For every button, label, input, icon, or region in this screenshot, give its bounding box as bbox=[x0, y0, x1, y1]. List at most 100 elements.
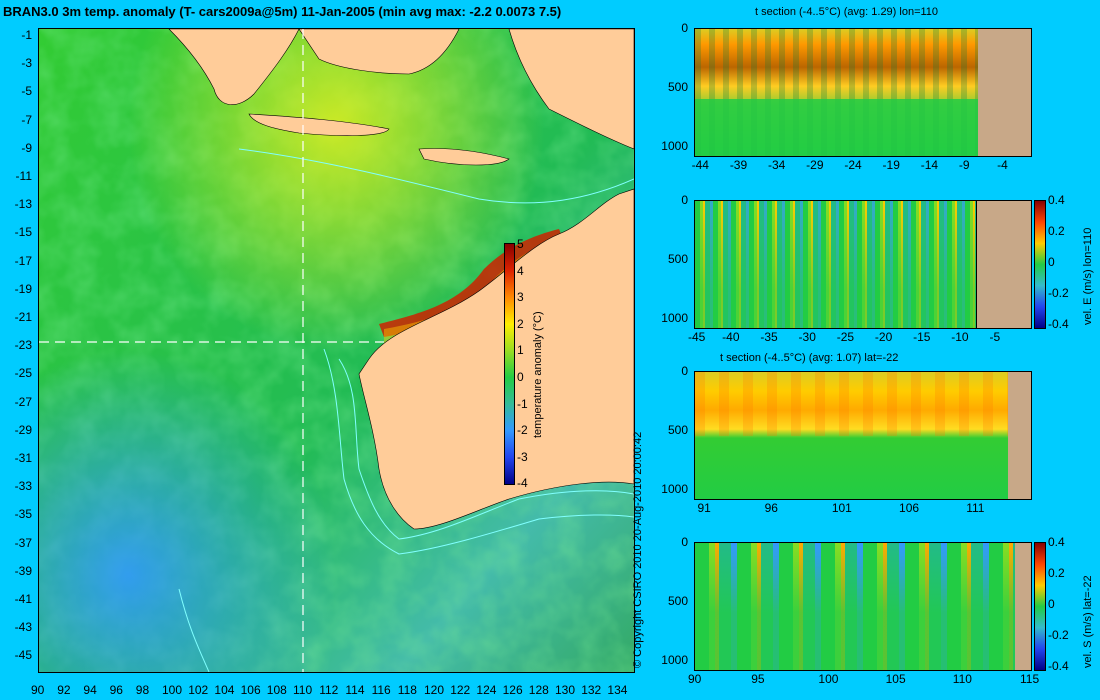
section-y-tick-label: 0 bbox=[681, 21, 688, 35]
section-y-tick-label: 500 bbox=[667, 252, 688, 267]
java-land bbox=[248, 113, 390, 136]
section-colorbar-tick-label: 0.2 bbox=[1048, 565, 1065, 580]
section-x-tick-label: -39 bbox=[729, 158, 748, 172]
australia-land bbox=[358, 188, 634, 530]
map-x-tick-label: 130 bbox=[555, 683, 576, 697]
section-x-tick-label: 91 bbox=[697, 501, 711, 515]
section-y-tick-label: 0 bbox=[681, 535, 688, 549]
map-x-tick-label: 90 bbox=[31, 683, 45, 697]
section-land bbox=[1015, 543, 1031, 670]
map-x-tick-label: 110 bbox=[293, 683, 313, 697]
map-colorbar bbox=[504, 243, 515, 485]
map-x-tick-label: 132 bbox=[581, 683, 602, 697]
section-y-tick-label: 500 bbox=[667, 594, 688, 609]
map-x-tick-label: 134 bbox=[607, 683, 628, 697]
map-x-tick-label: 122 bbox=[450, 683, 471, 697]
section-x-tick-label: -10 bbox=[951, 330, 969, 344]
vel-s-colorbar-label: vel. S (m/s) lat=-22 bbox=[1082, 575, 1094, 668]
map-y-tick-label: -43 bbox=[14, 620, 32, 635]
map-y-tick-label: -33 bbox=[14, 479, 32, 494]
map-y-tick-label: -27 bbox=[14, 394, 32, 409]
map-x-tick-label: 96 bbox=[109, 683, 123, 697]
map-y-tick-label: -45 bbox=[14, 648, 32, 663]
section-x-tick-label: 101 bbox=[831, 501, 852, 515]
section-y-tick-label: 500 bbox=[667, 80, 688, 95]
section-x-tick-label: -9 bbox=[958, 158, 970, 172]
section-colorbar-tick-label: 0 bbox=[1048, 596, 1055, 611]
map-svg bbox=[39, 29, 634, 672]
section-x-tick-label: -44 bbox=[691, 158, 709, 172]
t-section-lat22-panel[interactable] bbox=[694, 371, 1032, 500]
contour-line bbox=[178, 588, 210, 672]
section-y-tick-label: 1000 bbox=[661, 482, 688, 497]
map-colorbar-tick-label: 0 bbox=[517, 370, 524, 384]
map-y-tick-label: -39 bbox=[14, 563, 32, 578]
section-x-tick-label: -24 bbox=[844, 158, 862, 172]
vel-s-section-panel[interactable] bbox=[694, 542, 1032, 671]
vel-s-colorbar bbox=[1034, 542, 1046, 671]
section-colorbar-tick-label: 0 bbox=[1048, 254, 1055, 269]
section-y-tick-label: 500 bbox=[667, 423, 688, 438]
section-x-tick-label: 90 bbox=[688, 672, 702, 686]
map-y-tick-label: -35 bbox=[14, 507, 32, 522]
section-x-tick-label: 95 bbox=[751, 672, 765, 686]
temperature-anomaly-map[interactable] bbox=[38, 28, 635, 673]
section-x-tick-label: -14 bbox=[920, 158, 939, 172]
map-x-tick-label: 118 bbox=[397, 683, 417, 697]
section-x-tick-label: -15 bbox=[913, 330, 931, 344]
map-y-tick-label: -19 bbox=[14, 281, 32, 296]
section-x-tick-label: -35 bbox=[760, 330, 778, 344]
section-x-tick-label: 106 bbox=[899, 501, 920, 515]
map-colorbar-tick-label: -2 bbox=[517, 423, 528, 438]
map-x-tick-label: 128 bbox=[528, 683, 549, 697]
section-x-tick-label: -5 bbox=[989, 330, 1001, 344]
section-x-tick-label: 105 bbox=[885, 672, 906, 686]
map-y-tick-label: -13 bbox=[14, 197, 32, 212]
section-x-tick-label: -29 bbox=[806, 158, 824, 172]
section-x-tick-label: -20 bbox=[874, 330, 893, 344]
section-land bbox=[1008, 372, 1031, 499]
section-colorbar-tick-label: 0.2 bbox=[1048, 223, 1065, 238]
map-colorbar-tick-label: 5 bbox=[517, 237, 524, 251]
map-colorbar-tick-label: -1 bbox=[517, 396, 528, 411]
section-x-tick-label: 115 bbox=[1020, 672, 1040, 686]
map-y-tick-label: -3 bbox=[21, 56, 32, 71]
map-x-tick-label: 106 bbox=[240, 683, 261, 697]
map-y-tick-label: -11 bbox=[15, 169, 32, 183]
section-x-tick-label: -40 bbox=[722, 330, 740, 344]
contour-line bbox=[338, 358, 634, 540]
contour-line bbox=[238, 148, 634, 204]
section-colorbar-tick-label: -0.2 bbox=[1048, 285, 1069, 300]
map-y-tick-label: -23 bbox=[14, 338, 32, 353]
section-y-tick-label: 0 bbox=[681, 193, 688, 207]
map-x-tick-label: 98 bbox=[135, 683, 150, 697]
map-colorbar-label: temperature anomaly (°C) bbox=[532, 311, 544, 438]
map-y-tick-label: -41 bbox=[14, 592, 32, 606]
vel-e-section-panel[interactable] bbox=[694, 200, 978, 329]
map-x-tick-label: 108 bbox=[266, 683, 287, 697]
section-x-tick-label: -25 bbox=[836, 330, 855, 344]
sumatra-land bbox=[168, 29, 300, 105]
t-section-lon110-panel[interactable] bbox=[694, 28, 1032, 157]
section-y-tick-label: 1000 bbox=[661, 653, 688, 668]
map-y-tick-label: -9 bbox=[21, 140, 32, 155]
section-x-tick-label: 96 bbox=[764, 501, 778, 515]
map-x-tick-label: 92 bbox=[57, 683, 71, 697]
new-guinea-land bbox=[508, 29, 634, 150]
section-x-tick-label: -19 bbox=[882, 158, 900, 172]
vel-e-colorbar bbox=[1034, 200, 1046, 329]
section-x-tick-label: -34 bbox=[768, 158, 786, 172]
panel3-title: t section (-4..5°C) (avg: 1.07) lat=-22 bbox=[720, 352, 899, 364]
map-x-tick-label: 114 bbox=[345, 683, 365, 697]
map-x-tick-label: 100 bbox=[162, 683, 183, 697]
section-x-tick-label: 110 bbox=[952, 672, 972, 686]
section-x-tick-label: 111 bbox=[966, 501, 985, 515]
map-y-tick-label: -15 bbox=[14, 225, 32, 240]
map-x-tick-label: 116 bbox=[371, 683, 391, 697]
map-colorbar-tick-label: 1 bbox=[517, 343, 524, 358]
section-colorbar-tick-label: 0.4 bbox=[1048, 193, 1065, 207]
borneo-land bbox=[298, 29, 460, 75]
map-y-tick-label: -1 bbox=[21, 28, 32, 42]
section-x-tick-label: -45 bbox=[688, 330, 706, 344]
lesser-sunda-land bbox=[418, 148, 510, 166]
